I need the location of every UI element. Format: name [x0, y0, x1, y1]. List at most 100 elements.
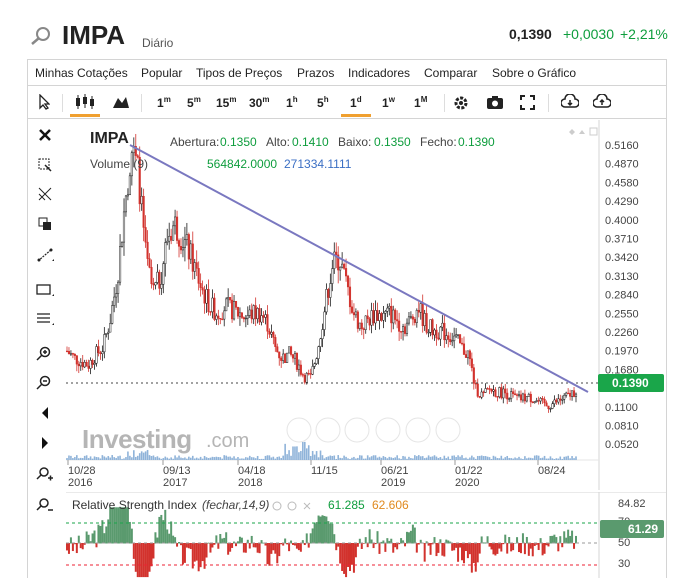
- menu-popular[interactable]: Popular: [141, 66, 183, 80]
- rsi-bar: [529, 543, 532, 549]
- candle-body: [258, 308, 261, 323]
- clone-icon[interactable]: [37, 216, 53, 232]
- rsi-bar: [254, 543, 257, 548]
- area-chart-icon[interactable]: [112, 95, 130, 109]
- timeframe-30m[interactable]: 30m: [249, 95, 270, 110]
- header: IMPA Diário 0,1390 +0,0030 +2,21%: [0, 0, 690, 58]
- zoom-out-icon[interactable]: [36, 374, 54, 392]
- rsi-bar: [423, 543, 426, 562]
- timeframe-5m[interactable]: 5m: [187, 95, 201, 110]
- timeframe-5h[interactable]: 5h: [317, 95, 329, 110]
- timeframe-1M[interactable]: 1M: [414, 95, 428, 110]
- timeframe-15m[interactable]: 15m: [216, 95, 237, 110]
- rsi-bar: [339, 543, 342, 564]
- candle-body: [299, 364, 302, 375]
- volume-bar: [276, 456, 279, 460]
- close-icon[interactable]: [38, 128, 52, 142]
- fullscreen-icon[interactable]: [520, 95, 535, 110]
- gear-icon[interactable]: [453, 95, 469, 111]
- candle-body: [525, 396, 528, 402]
- volume-bar: [237, 457, 239, 460]
- nav-buttons[interactable]: [286, 417, 461, 443]
- rectangle-tool-icon[interactable]: [36, 282, 54, 298]
- zoom-in-icon[interactable]: [36, 345, 54, 363]
- candle-body: [447, 335, 450, 340]
- candle-body: [291, 354, 295, 359]
- volume-bar: [150, 455, 153, 460]
- cursor-icon[interactable]: [38, 94, 50, 110]
- candle-body: [152, 283, 155, 286]
- timeframe-1m[interactable]: 1m: [157, 95, 171, 110]
- timeframe-1d[interactable]: 1d: [350, 95, 362, 110]
- search-icon[interactable]: [30, 26, 52, 46]
- zoom-tool-minus-icon[interactable]: [36, 497, 54, 515]
- rsi-bar: [242, 543, 245, 553]
- trendline-tool-icon[interactable]: [36, 247, 54, 263]
- crosshair-cursor-icon[interactable]: [37, 157, 53, 173]
- volume-bar: [414, 455, 416, 460]
- rsi-bar: [573, 543, 576, 549]
- volume-bar: [571, 456, 573, 460]
- timeframe-1w[interactable]: 1w: [382, 95, 395, 110]
- volume-bar: [321, 455, 324, 460]
- cloud-upload-icon[interactable]: [593, 94, 611, 110]
- volume-bar: [563, 456, 566, 460]
- volume-bar: [182, 458, 184, 460]
- candle-body: [126, 194, 129, 197]
- volume-bar: [266, 455, 269, 460]
- volume-bar: [305, 448, 308, 460]
- menu-price-types[interactable]: Tipos de Preços: [196, 66, 283, 80]
- rsi-bar: [571, 530, 574, 544]
- candle-body: [392, 309, 395, 324]
- rsi-bar: [122, 507, 125, 544]
- volume-bar: [258, 458, 261, 460]
- volume-bar: [512, 458, 514, 460]
- menu-indicators[interactable]: Indicadores: [348, 66, 411, 80]
- volume-bar: [323, 458, 326, 460]
- timeframe-1h[interactable]: 1h: [286, 95, 298, 110]
- scroll-right-icon[interactable]: [39, 436, 51, 450]
- volume-bar: [543, 455, 546, 460]
- rsi-bar: [366, 543, 369, 548]
- candle-body: [81, 362, 84, 368]
- camera-icon[interactable]: [486, 95, 504, 110]
- scroll-left-icon[interactable]: [39, 406, 51, 420]
- menu-compare[interactable]: Comparar: [424, 66, 478, 80]
- volume-bar: [549, 456, 552, 460]
- volume-bar: [229, 456, 231, 460]
- candle-body: [453, 335, 456, 341]
- candle-body: [201, 287, 204, 291]
- volume-bar: [343, 455, 345, 460]
- trend-angle-icon[interactable]: [37, 186, 53, 202]
- menu-timeframes[interactable]: Prazos: [297, 66, 335, 80]
- rsi-bar: [459, 543, 462, 548]
- candle-body: [301, 374, 304, 376]
- menu-about-chart[interactable]: Sobre o Gráfico: [492, 66, 577, 80]
- rsi-bar: [264, 543, 267, 546]
- price-chart[interactable]: 0.5160 0.4870 0.4580 0.4290 0.4000 0.3710 0.34…: [65, 120, 666, 490]
- trendline[interactable]: [129, 144, 589, 393]
- candle-body: [484, 388, 487, 393]
- zoom-tool-plus-icon[interactable]: [36, 466, 54, 484]
- rsi-controls-icon[interactable]: [272, 501, 322, 511]
- candle-body: [413, 318, 416, 323]
- rsi-histogram: [66, 507, 577, 578]
- time-tick-label: 09/13: [163, 465, 191, 477]
- rsi-bar: [378, 543, 381, 554]
- candlestick-icon[interactable]: [74, 93, 96, 111]
- horizontal-lines-icon[interactable]: [36, 311, 54, 327]
- candle-body: [309, 373, 312, 375]
- rsi-bar: [553, 534, 556, 544]
- volume-bar: [74, 457, 76, 460]
- pane-controls-icon[interactable]: [566, 126, 598, 138]
- rsi-bar: [518, 543, 521, 553]
- cloud-download-icon[interactable]: [561, 94, 579, 110]
- rsi-bar: [73, 543, 76, 545]
- rsi-bar: [512, 543, 515, 551]
- rsi-bar: [541, 543, 544, 556]
- rsi-bar: [162, 520, 165, 544]
- menu-my-quotes[interactable]: Minhas Cotações: [35, 66, 128, 80]
- volume-bar: [522, 458, 524, 460]
- rsi-panel[interactable]: Relative Strength Index (fechar,14,9) 61…: [66, 491, 666, 578]
- rsi-bar: [69, 537, 72, 544]
